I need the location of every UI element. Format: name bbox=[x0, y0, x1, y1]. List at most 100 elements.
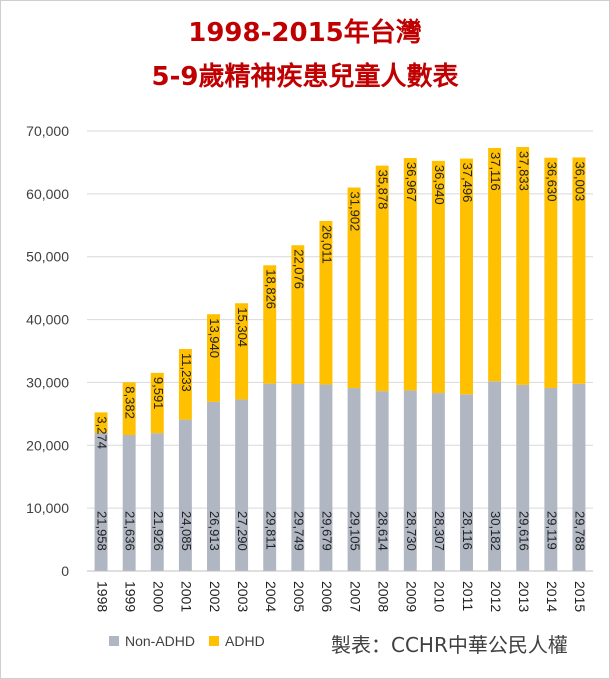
bar-adhd bbox=[235, 303, 249, 400]
bar-non-adhd bbox=[122, 435, 136, 571]
bar-non-adhd bbox=[375, 391, 389, 571]
bar-non-adhd bbox=[488, 381, 502, 571]
bar-non-adhd bbox=[291, 384, 305, 571]
chart-title-line1: 1998-2015年台灣 bbox=[188, 18, 422, 48]
bar-adhd bbox=[94, 412, 108, 433]
bar-adhd bbox=[431, 160, 445, 394]
data-label-non-adhd: 28,307 bbox=[432, 511, 447, 551]
x-tick-label: 2006 bbox=[319, 581, 335, 612]
data-label-non-adhd: 21,636 bbox=[123, 511, 138, 551]
x-tick-label: 2012 bbox=[488, 581, 504, 612]
legend-swatch-adhd bbox=[209, 636, 220, 646]
bar-non-adhd bbox=[403, 390, 417, 571]
data-label-adhd: 36,967 bbox=[404, 162, 419, 202]
data-label-non-adhd: 21,958 bbox=[95, 511, 110, 551]
y-tick-label: 0 bbox=[61, 563, 69, 579]
y-tick-label: 50,000 bbox=[26, 249, 69, 265]
x-tick-label: 2009 bbox=[404, 581, 420, 612]
bar-non-adhd bbox=[572, 383, 586, 571]
y-tick-label: 60,000 bbox=[26, 186, 69, 202]
bar-adhd bbox=[375, 165, 389, 392]
x-tick-label: 2010 bbox=[432, 581, 448, 612]
x-tick-label: 2011 bbox=[460, 581, 476, 611]
data-label-non-adhd: 27,290 bbox=[235, 511, 250, 551]
x-tick-label: 1998 bbox=[94, 581, 110, 612]
bar-non-adhd bbox=[460, 394, 473, 571]
data-label-adhd: 3,274 bbox=[95, 416, 110, 449]
bar-non-adhd bbox=[150, 433, 164, 571]
bar-non-adhd bbox=[207, 401, 220, 571]
data-label-non-adhd: 28,614 bbox=[376, 511, 391, 551]
bar-adhd bbox=[207, 314, 220, 402]
data-label-non-adhd: 29,119 bbox=[544, 511, 559, 550]
bar-adhd bbox=[122, 382, 136, 436]
bar-adhd bbox=[263, 265, 277, 384]
chart-credit: 製表：CCHR中華公民人權 bbox=[331, 633, 568, 657]
data-label-adhd: 36,003 bbox=[573, 161, 588, 201]
bar-non-adhd bbox=[263, 383, 277, 571]
data-label-non-adhd: 28,730 bbox=[404, 511, 419, 551]
data-label-adhd: 37,496 bbox=[460, 163, 475, 203]
chart-title-line2: 5-9歲精神疾患兒童人數表 bbox=[151, 62, 459, 92]
data-label-non-adhd: 26,913 bbox=[207, 511, 222, 551]
data-label-adhd: 37,116 bbox=[488, 152, 503, 191]
x-tick-label: 2007 bbox=[347, 581, 363, 612]
data-label-adhd: 8,382 bbox=[123, 386, 138, 419]
data-label-adhd: 36,630 bbox=[544, 162, 559, 202]
data-label-non-adhd: 29,616 bbox=[516, 511, 531, 551]
data-label-adhd: 22,076 bbox=[291, 249, 306, 289]
bar-non-adhd bbox=[319, 384, 333, 571]
bar-adhd bbox=[516, 147, 530, 385]
data-label-adhd: 37,833 bbox=[516, 151, 531, 191]
data-label-non-adhd: 29,749 bbox=[291, 511, 306, 551]
data-label-adhd: 31,902 bbox=[348, 192, 363, 232]
legend-item-non-adhd: Non-ADHD bbox=[109, 633, 195, 649]
data-label-non-adhd: 30,182 bbox=[488, 511, 503, 551]
y-tick-label: 40,000 bbox=[26, 312, 69, 328]
data-label-non-adhd: 24,085 bbox=[179, 511, 194, 551]
x-tick-label: 2001 bbox=[179, 581, 195, 612]
bar-adhd bbox=[460, 158, 473, 395]
bar-adhd bbox=[544, 157, 558, 388]
y-tick-label: 70,000 bbox=[26, 123, 69, 139]
bar-non-adhd bbox=[544, 387, 558, 571]
x-tick-label: 1999 bbox=[122, 581, 138, 612]
y-tick-label: 20,000 bbox=[26, 437, 69, 453]
x-tick-label: 2008 bbox=[375, 581, 391, 612]
bar-non-adhd bbox=[347, 388, 361, 571]
y-tick-label: 10,000 bbox=[26, 500, 69, 516]
legend-item-adhd: ADHD bbox=[209, 633, 265, 649]
x-tick-label: 2013 bbox=[516, 581, 532, 612]
data-label-non-adhd: 29,811 bbox=[263, 511, 278, 550]
x-tick-label: 2005 bbox=[291, 581, 307, 612]
data-label-adhd: 13,940 bbox=[207, 318, 222, 358]
x-tick-label: 2004 bbox=[263, 581, 279, 612]
bar-non-adhd bbox=[516, 384, 530, 571]
bar-adhd bbox=[319, 220, 333, 385]
bar-non-adhd bbox=[178, 419, 192, 571]
bar-non-adhd bbox=[431, 393, 445, 571]
legend-label-non-adhd: Non-ADHD bbox=[125, 633, 196, 649]
legend-label-adhd: ADHD bbox=[225, 633, 265, 649]
data-label-non-adhd: 29,679 bbox=[320, 511, 335, 551]
bar-adhd bbox=[347, 187, 361, 389]
bar-adhd bbox=[178, 349, 192, 420]
bar-non-adhd bbox=[235, 399, 249, 571]
x-tick-label: 2000 bbox=[151, 581, 167, 612]
x-tick-label: 2003 bbox=[235, 581, 251, 612]
bar-non-adhd bbox=[94, 432, 108, 571]
data-label-adhd: 15,304 bbox=[235, 307, 250, 347]
legend-swatch-non-adhd bbox=[109, 636, 119, 646]
data-label-non-adhd: 28,116 bbox=[460, 511, 475, 550]
bar-adhd bbox=[488, 147, 502, 382]
data-label-adhd: 36,940 bbox=[432, 165, 447, 205]
chart-legend: Non-ADHD ADHD bbox=[109, 633, 265, 649]
data-label-adhd: 18,826 bbox=[263, 269, 278, 309]
data-label-non-adhd: 29,105 bbox=[348, 511, 363, 551]
x-tick-label: 2015 bbox=[572, 581, 588, 612]
bar-adhd bbox=[291, 245, 305, 385]
data-label-adhd: 11,233 bbox=[179, 353, 194, 392]
data-label-non-adhd: 29,788 bbox=[573, 511, 588, 551]
